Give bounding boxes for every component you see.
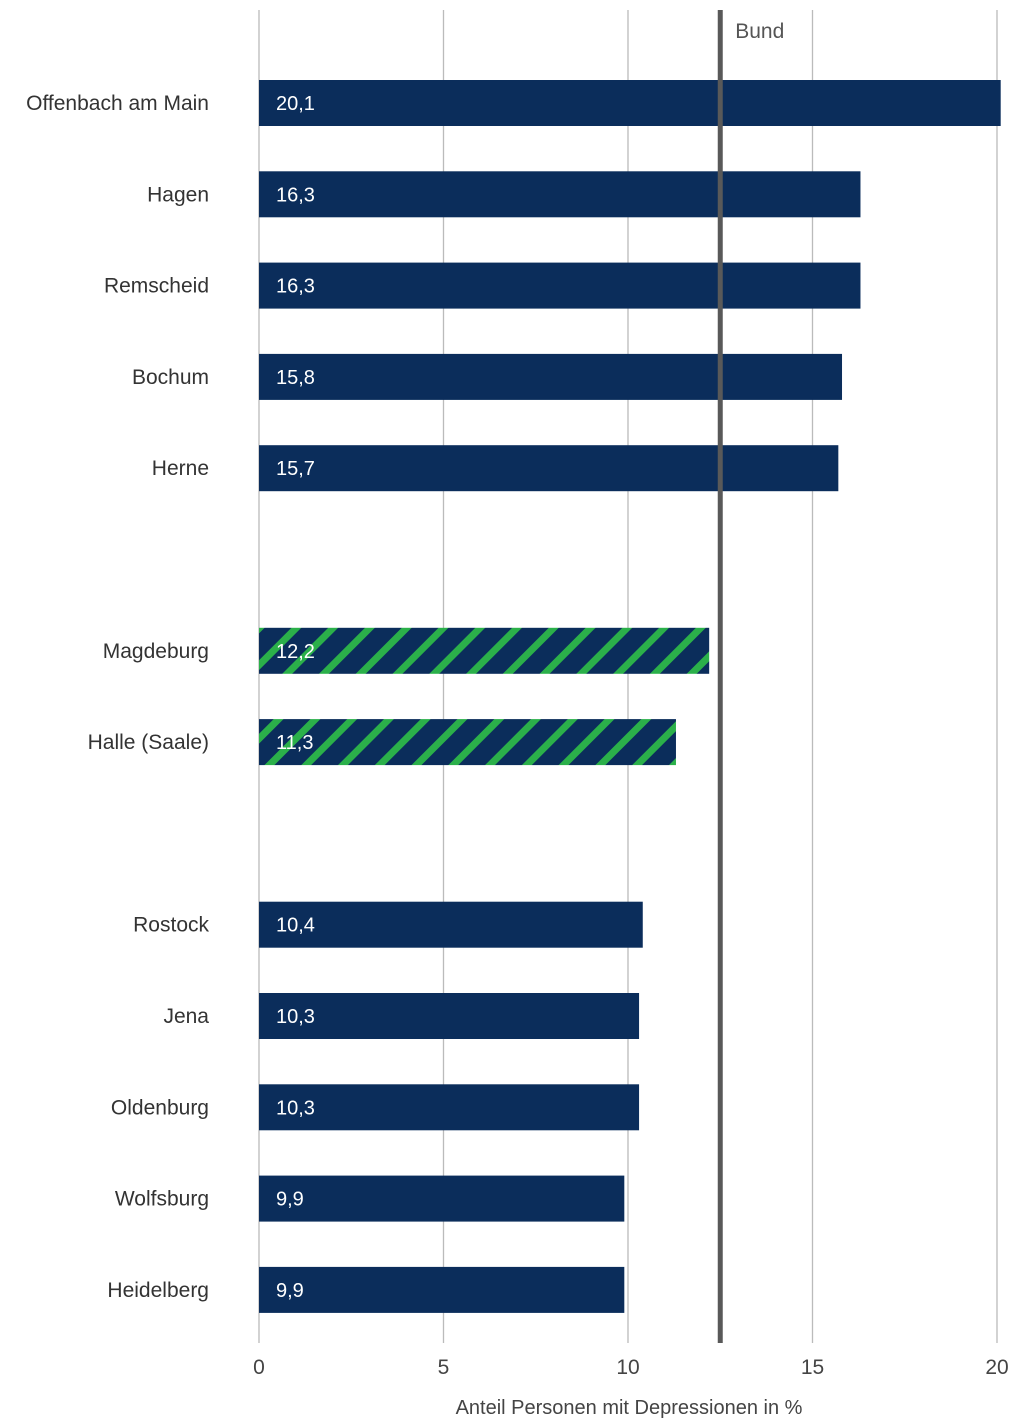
category-label: Oldenburg bbox=[111, 1096, 209, 1119]
bar bbox=[259, 901, 643, 948]
x-tick-label: 20 bbox=[985, 1356, 1008, 1379]
bar-value-label: 15,8 bbox=[276, 367, 315, 389]
x-axis-title: Anteil Personen mit Depressionen in % bbox=[456, 1397, 803, 1419]
bar bbox=[259, 1175, 625, 1222]
bar bbox=[259, 445, 839, 492]
bar bbox=[259, 1084, 640, 1131]
x-tick-label: 15 bbox=[801, 1356, 824, 1379]
reference-line-group: Bund bbox=[717, 10, 784, 1343]
bar-value-label: 20,1 bbox=[276, 93, 315, 115]
bar bbox=[259, 171, 861, 218]
category-label: Herne bbox=[152, 457, 209, 480]
bar bbox=[259, 1266, 625, 1313]
reference-line-label: Bund bbox=[735, 20, 784, 43]
x-tick-label: 0 bbox=[253, 1356, 265, 1379]
category-label: Wolfsburg bbox=[115, 1188, 209, 1211]
category-labels: Offenbach am Main Hagen Remscheid Bochum Her… bbox=[26, 92, 209, 1302]
category-label: Jena bbox=[163, 1005, 209, 1028]
category-label: Offenbach am Main bbox=[26, 92, 209, 115]
bar-value-label: 10,3 bbox=[276, 1097, 315, 1119]
bar-value-label: 12,2 bbox=[276, 641, 315, 663]
bar-value-label: 11,3 bbox=[276, 732, 313, 754]
category-label: Rostock bbox=[133, 914, 209, 937]
category-label: Magdeburg bbox=[103, 640, 209, 663]
bar-value-label: 9,9 bbox=[276, 1280, 304, 1302]
bars: 20,1 16,3 16,3 15,8 15,7 12,2 11,3 10,4 10,3 10,3… bbox=[259, 80, 1001, 1313]
bar bbox=[259, 80, 1001, 126]
bar-value-label: 16,3 bbox=[276, 276, 315, 298]
bar-value-label: 15,7 bbox=[276, 458, 315, 480]
bar bbox=[259, 719, 676, 766]
category-label: Remscheid bbox=[104, 275, 209, 298]
bar bbox=[259, 993, 640, 1039]
x-tick-label: 5 bbox=[438, 1356, 450, 1379]
category-label: Hagen bbox=[147, 183, 209, 206]
bar bbox=[259, 262, 861, 309]
bar bbox=[259, 353, 843, 400]
category-label: Heidelberg bbox=[107, 1279, 209, 1302]
category-label: Halle (Saale) bbox=[88, 731, 209, 754]
bar-value-label: 16,3 bbox=[276, 184, 315, 206]
bar bbox=[259, 627, 710, 674]
bar-value-label: 9,9 bbox=[276, 1189, 304, 1211]
category-label: Bochum bbox=[132, 366, 209, 389]
bar-value-label: 10,4 bbox=[276, 915, 315, 937]
x-tick-label: 10 bbox=[616, 1356, 639, 1379]
bar-value-label: 10,3 bbox=[276, 1006, 315, 1028]
x-axis-ticks: 0 5 10 15 20 bbox=[253, 1356, 1009, 1379]
